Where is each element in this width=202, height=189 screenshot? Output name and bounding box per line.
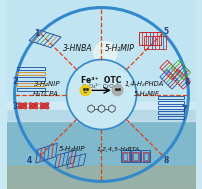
Text: 5: 5 <box>162 27 167 36</box>
Circle shape <box>94 42 116 64</box>
Text: 5-H₂MIF: 5-H₂MIF <box>133 91 159 97</box>
Text: Fe³⁺  OTC: Fe³⁺ OTC <box>81 76 121 85</box>
Bar <box>157 106 183 109</box>
Text: CrO₄²⁻ CrO₇²⁻: CrO₄²⁻ CrO₇²⁻ <box>81 84 121 89</box>
Text: 3-HNBA: 3-HNBA <box>63 44 92 53</box>
Bar <box>143 153 147 160</box>
Text: 1: 1 <box>34 29 39 38</box>
Text: 1,2,4,5-H₄BTA: 1,2,4,5-H₄BTA <box>96 147 139 152</box>
Ellipse shape <box>29 103 38 109</box>
Bar <box>122 153 127 160</box>
Bar <box>17 77 45 81</box>
Bar <box>132 152 138 161</box>
Ellipse shape <box>18 103 27 109</box>
Bar <box>157 96 183 99</box>
Bar <box>130 150 139 162</box>
Text: 3-H₂NIP: 3-H₂NIP <box>34 81 61 87</box>
Text: 3: 3 <box>12 102 18 111</box>
Bar <box>142 152 149 161</box>
Bar <box>157 101 183 104</box>
Text: 5-H₂MIP: 5-H₂MIP <box>104 44 134 53</box>
Ellipse shape <box>18 103 27 109</box>
Bar <box>7 166 195 189</box>
Circle shape <box>112 85 122 96</box>
Ellipse shape <box>40 103 49 109</box>
Bar <box>157 111 183 114</box>
Bar <box>120 150 129 162</box>
Circle shape <box>80 85 90 96</box>
Ellipse shape <box>29 103 38 109</box>
Bar <box>141 150 150 162</box>
Text: 4: 4 <box>27 156 32 165</box>
Text: 2: 2 <box>12 77 18 86</box>
Bar <box>121 152 128 161</box>
Bar <box>7 110 195 189</box>
Text: 8: 8 <box>162 156 168 165</box>
Bar <box>133 153 137 160</box>
Bar <box>17 67 45 70</box>
Bar <box>17 88 45 91</box>
Bar <box>7 102 195 121</box>
Bar <box>17 83 45 86</box>
Bar <box>17 72 45 75</box>
Text: H₂TCPA: H₂TCPA <box>33 91 58 97</box>
Circle shape <box>66 60 136 129</box>
Bar <box>7 0 195 117</box>
Text: 7: 7 <box>180 105 185 114</box>
Ellipse shape <box>40 103 49 109</box>
Text: 1,4-H₂PHDA: 1,4-H₂PHDA <box>124 81 163 87</box>
Text: 6: 6 <box>184 78 189 87</box>
Bar <box>157 116 183 119</box>
Text: 5-H₂HIP: 5-H₂HIP <box>59 146 85 152</box>
